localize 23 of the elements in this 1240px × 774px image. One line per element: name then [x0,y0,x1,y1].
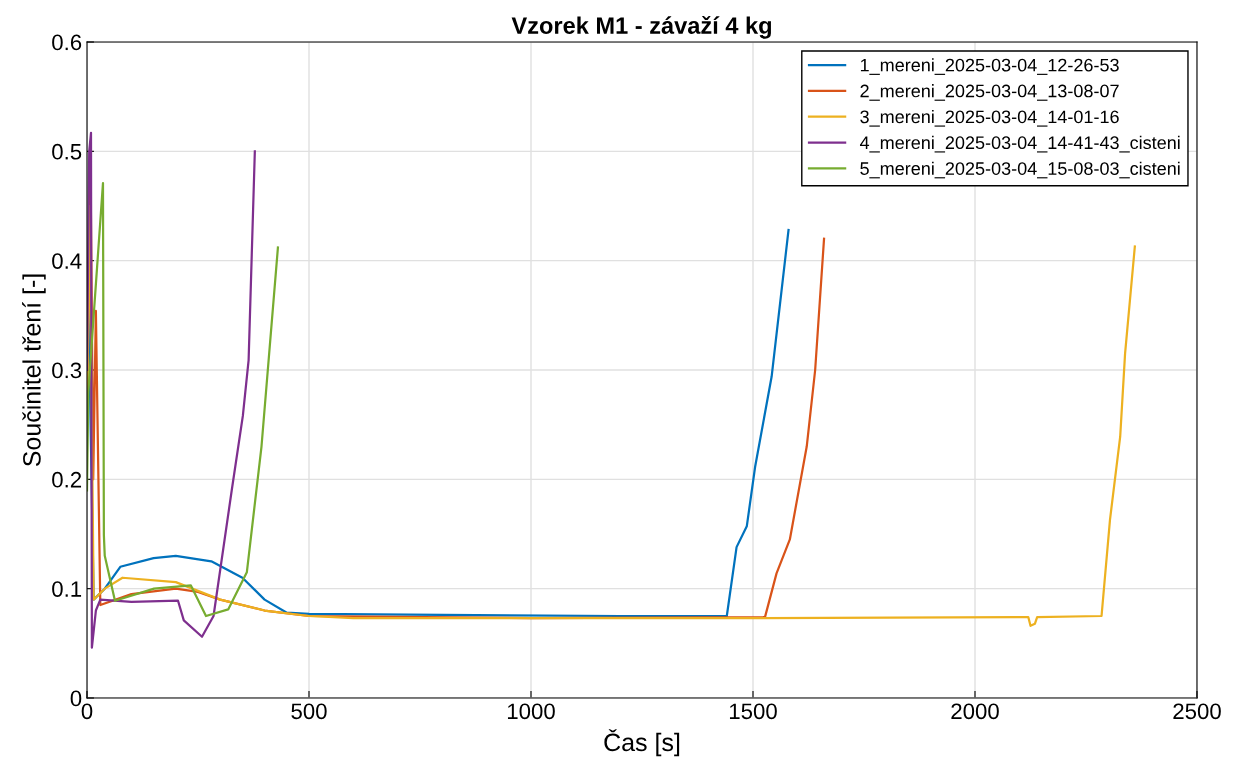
x-tick-label: 1500 [729,703,777,720]
x-tick-label: 2500 [1173,703,1221,720]
line-series [87,131,256,649]
y-tick-label: 0 [70,690,82,707]
legend-label: 4_mereni_2025-03-04_14-41-43_cisteni [859,135,1180,153]
x-tick-label: 500 [291,703,327,720]
y-tick-label: 0.1 [52,581,82,597]
legend-label: 5_mereni_2025-03-04_15-08-03_cisteni [860,161,1180,179]
line-series [87,181,280,618]
legend-label: 2_mereni_2025-03-04_13-08-07 [860,84,1119,101]
y-tick-label: 0.3 [52,362,82,379]
y-tick-label: 0.4 [52,253,82,269]
legend-label: 3_mereni_2025-03-04_14-01-16 [860,109,1119,127]
x-tick-label: 1000 [507,703,555,720]
x-tick-label: 0 [81,703,93,720]
x-tick-label: 2000 [951,703,999,720]
y-tick-label: 0.5 [52,143,82,160]
chart-title: Vzorek M1 - závaží 4 kg [511,16,771,39]
x-axis-title: Čas [s] [604,729,680,757]
legend-label: 1_mereni_2025-03-04_12-26-53 [860,58,1119,75]
y-tick-label: 0.6 [52,34,82,51]
y-axis-title: Součinitel tření [-] [22,274,46,467]
y-tick-label: 0.2 [52,471,82,488]
